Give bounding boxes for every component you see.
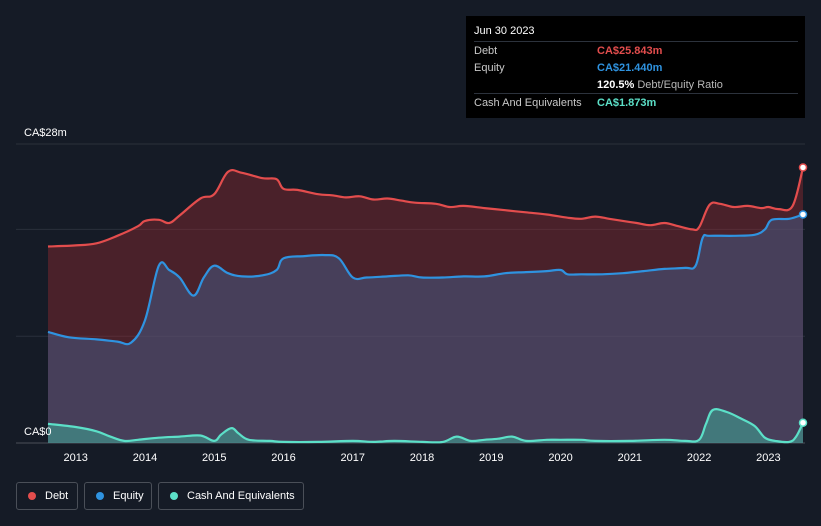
tooltip-panel: Jun 30 2023 Debt CA$25.843m Equity CA$21… xyxy=(466,16,805,118)
tooltip-ratio-value: 120.5% xyxy=(597,78,635,91)
x-tick-label: 2014 xyxy=(133,452,157,464)
legend-equity-label: Equity xyxy=(113,490,144,502)
tooltip-debt-row: Debt CA$25.843m xyxy=(474,41,798,59)
legend-cash-label: Cash And Equivalents xyxy=(187,490,295,502)
equity-end-marker xyxy=(798,210,808,219)
x-tick-label: 2022 xyxy=(687,452,711,464)
legend-cash[interactable]: Cash And Equivalents xyxy=(158,482,304,510)
x-tick-label: 2019 xyxy=(479,452,503,464)
equity-line xyxy=(47,213,804,346)
x-tick-label: 2013 xyxy=(63,452,87,464)
legend-debt-dot-icon xyxy=(28,492,36,500)
x-axis-ticks: 2013 2014 2015 2016 2017 2018 2019 2020 2021 2022… xyxy=(63,452,780,464)
tooltip-cash-label: Cash And Equivalents xyxy=(474,96,582,109)
x-tick-label: 2023 xyxy=(756,452,780,464)
debt-end-marker xyxy=(798,163,808,172)
legend-cash-dot-icon xyxy=(170,492,178,500)
tooltip-equity-value: CA$21.440m xyxy=(597,61,663,74)
legend-equity[interactable]: Equity xyxy=(84,482,152,510)
y-axis-max-label: CA$28m xyxy=(24,127,67,139)
legend-equity-dot-icon xyxy=(96,492,104,500)
tooltip-date: Jun 30 2023 xyxy=(474,25,535,37)
x-tick-label: 2021 xyxy=(618,452,642,464)
x-tick-label: 2017 xyxy=(341,452,365,464)
legend-debt-label: Debt xyxy=(45,490,69,502)
legend-debt[interactable]: Debt xyxy=(16,482,78,510)
series-areas xyxy=(48,167,803,443)
x-tick-label: 2015 xyxy=(202,452,226,464)
end-markers xyxy=(798,163,808,427)
x-tick-label: 2016 xyxy=(271,452,295,464)
x-tick-label: 2018 xyxy=(410,452,434,464)
tooltip-equity-row: Equity CA$21.440m xyxy=(474,59,798,76)
tooltip-equity-label: Equity xyxy=(474,61,505,74)
equity-area xyxy=(48,214,803,443)
tooltip-debt-value: CA$25.843m xyxy=(597,44,663,57)
cash-area xyxy=(48,409,803,443)
series-lines xyxy=(47,167,805,444)
cash-end-marker xyxy=(798,418,808,427)
tooltip-ratio-row: 120.5% Debt/Equity Ratio xyxy=(474,76,798,93)
cash-line xyxy=(47,408,804,444)
y-axis-min-label: CA$0 xyxy=(24,426,52,438)
tooltip-cash-value: CA$1.873m xyxy=(597,96,657,109)
tooltip-ratio-label: Debt/Equity Ratio xyxy=(637,78,723,91)
tooltip-debt-label: Debt xyxy=(474,44,498,57)
x-tick-label: 2020 xyxy=(548,452,572,464)
tooltip-cash-row: Cash And Equivalents CA$1.873m xyxy=(474,93,798,111)
debt-line xyxy=(47,167,805,248)
